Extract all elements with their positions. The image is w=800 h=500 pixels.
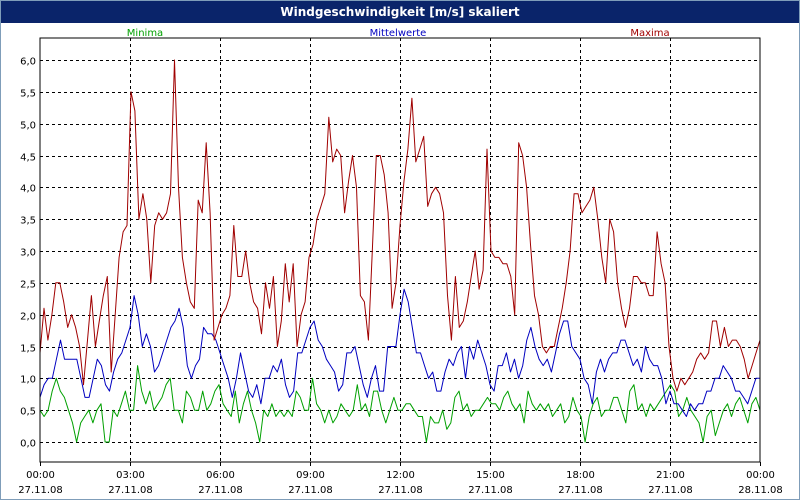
y-tick-label: 2,5 [20, 280, 36, 291]
y-tick-label: 3,0 [20, 248, 36, 259]
y-tick-label: 5,5 [20, 89, 36, 100]
legend-maxima: Maxima [630, 28, 669, 39]
legend: Minima Mittelwerte Maxima [127, 28, 670, 39]
x-tick-time: 21:00 [656, 470, 685, 481]
y-tick-label: 1,5 [20, 344, 36, 355]
x-tick-date: 27.11.08 [288, 485, 333, 496]
x-tick-time: 18:00 [566, 470, 595, 481]
series-line-minima [39, 365, 761, 443]
x-tick-time: 00:00 [26, 470, 55, 481]
x-tick-date: 27.11.08 [198, 485, 243, 496]
x-tick-date: 27.11.08 [108, 485, 153, 496]
legend-minima: Minima [127, 28, 163, 39]
y-tick-label: 0,0 [20, 439, 36, 450]
x-tick-date: 27.11.08 [468, 485, 513, 496]
y-tick-label: 6,0 [20, 57, 36, 68]
x-tick-time: 15:00 [476, 470, 505, 481]
y-tick-label: 2,0 [20, 312, 36, 323]
x-tick-time: 00:00 [746, 470, 775, 481]
y-tick-label: 0,5 [20, 407, 36, 418]
x-tick-date: 27.11.08 [558, 485, 603, 496]
axes: 0,0 0,5 1,0 1,5 2,0 2,5 3,0 3,5 4,0 4,5 5,0 5,5 6,0 0… [18, 37, 783, 496]
x-tick-date: 27.11.08 [18, 485, 63, 496]
x-tick-time: 09:00 [296, 470, 325, 481]
x-tick-time: 03:00 [116, 470, 145, 481]
x-tick-date: 28.11.08 [738, 485, 783, 496]
grid [40, 38, 760, 462]
x-tick-date: 27.11.08 [378, 485, 423, 496]
y-tick-label: 4,5 [20, 153, 36, 164]
series-lines [39, 59, 761, 443]
y-tick-label: 5,0 [20, 121, 36, 132]
window-title: Windgeschwindigkeit [m/s] skaliert [1, 1, 799, 23]
x-tick-time: 06:00 [206, 470, 235, 481]
legend-mittelwerte: Mittelwerte [370, 28, 427, 39]
series-line-maxima [39, 59, 761, 392]
x-tick-time: 12:00 [386, 470, 415, 481]
series-line-mittelwerte [39, 288, 760, 417]
y-tick-label: 4,0 [20, 184, 36, 195]
x-tick-date: 27.11.08 [648, 485, 693, 496]
y-tick-label: 1,0 [20, 375, 36, 386]
y-tick-label: 3,5 [20, 216, 36, 227]
